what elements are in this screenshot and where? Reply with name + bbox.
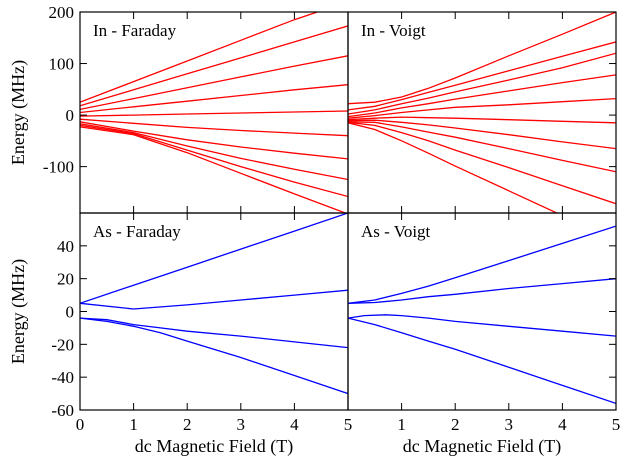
x-tick-label: 3 (237, 415, 246, 434)
x-axis-label: dc Magnetic Field (T) (403, 436, 561, 457)
y-tick-label: 40 (57, 237, 74, 256)
series-group (80, 213, 348, 395)
y-tick-label: -60 (51, 401, 74, 420)
x-tick-label: 5 (612, 415, 621, 434)
panel-0: -100 0 100 200 In - Faraday Energy (MHz) (8, 3, 349, 214)
x-axis-label: dc Magnetic Field (T) (135, 436, 293, 457)
panel-1: In - Voigt (347, 11, 617, 214)
series-group (348, 12, 616, 213)
panel-title: In - Voigt (361, 21, 426, 40)
series-line-8 (348, 121, 616, 205)
plot-frame (79, 11, 349, 214)
panel-title: As - Voigt (361, 222, 431, 241)
x-tick-label: 0 (76, 415, 85, 434)
plot-frame (347, 212, 617, 411)
series-line-6 (348, 119, 616, 150)
series-line-0 (80, 12, 320, 103)
series-line-1 (348, 41, 616, 111)
series-line-0 (348, 12, 616, 105)
panel-title: In - Faraday (93, 21, 177, 40)
x-tick-label: 1 (129, 415, 138, 434)
series-line-3 (348, 74, 616, 118)
y-tick-label: 200 (49, 3, 75, 22)
series-line-4 (348, 97, 616, 119)
series-line-3 (80, 317, 348, 395)
series-line-2 (348, 52, 616, 115)
x-tick-label: 2 (183, 415, 192, 434)
series-line-2 (80, 317, 348, 349)
series-line-1 (348, 278, 616, 304)
x-tick-label: 4 (558, 415, 567, 434)
series-line-5 (80, 118, 348, 137)
series-line-4 (80, 110, 348, 117)
panel-2: 0 1 2 3 4 5 -60 -40 -20 0 20 40 As - Faraday Energy (… (8, 212, 353, 457)
x-tick-label: 3 (505, 415, 514, 434)
y-tick-label: 100 (49, 55, 75, 74)
y-tick-label: -20 (51, 335, 74, 354)
series-line-0 (80, 213, 348, 304)
y-tick-label: -40 (51, 368, 74, 387)
series-line-9 (348, 122, 559, 213)
x-tick-label: 5 (344, 415, 353, 434)
series-group (80, 12, 348, 213)
series-line-2 (80, 55, 348, 111)
series-line-1 (80, 25, 348, 107)
x-tick-label: 1 (397, 415, 406, 434)
series-line-9 (80, 126, 348, 213)
series-line-2 (348, 314, 616, 337)
series-line-3 (80, 84, 348, 114)
panel-3: 1 2 3 4 5 As - Voigt dc Magnetic Field (T) (347, 212, 621, 457)
x-tick-label: 4 (290, 415, 299, 434)
y-axis-label: Energy (MHz) (8, 60, 29, 165)
series-line-0 (348, 225, 616, 304)
y-tick-label: 0 (66, 106, 75, 125)
plot-frame (347, 11, 617, 214)
series-line-8 (80, 124, 348, 198)
y-tick-label: -100 (43, 158, 74, 177)
x-tick-label: 2 (451, 415, 460, 434)
series-line-7 (348, 121, 616, 173)
series-line-7 (80, 123, 348, 181)
y-axis-label: Energy (MHz) (8, 259, 29, 364)
y-tick-label: 20 (57, 270, 74, 289)
series-line-3 (348, 317, 616, 405)
series-line-6 (80, 121, 348, 160)
series-group (348, 225, 616, 405)
y-tick-label: 0 (66, 303, 75, 322)
series-line-1 (80, 289, 348, 310)
panel-title: As - Faraday (93, 222, 181, 241)
series-line-5 (348, 116, 616, 124)
